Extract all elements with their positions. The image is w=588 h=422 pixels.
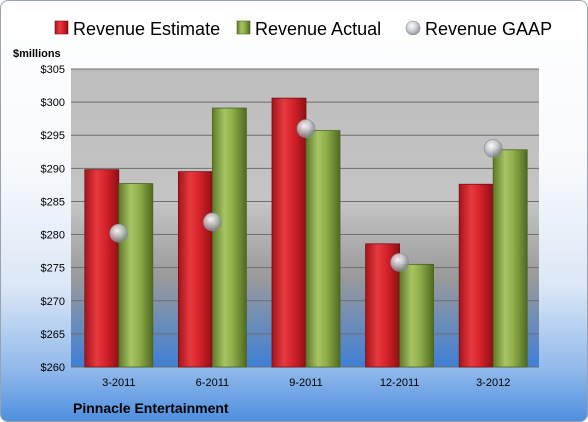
y-tick-label: $285 [41, 196, 65, 208]
marker-revenue-gaap [109, 223, 129, 243]
company-name: Pinnacle Entertainment [73, 400, 229, 416]
legend-label: Revenue Estimate [73, 19, 220, 39]
x-tick-label: 12-2011 [380, 377, 420, 389]
bar-revenue-actual [492, 149, 528, 368]
y-tick-label: $260 [41, 362, 65, 374]
y-tick-label: $275 [41, 263, 65, 275]
x-axis-ticks: 3-2011 6-2011 9-2011 12-2011 3-2012 [102, 377, 510, 389]
marker-revenue-gaap [390, 253, 409, 272]
bar-revenue-actual [305, 130, 341, 368]
legend-label: Revenue GAAP [425, 19, 552, 39]
x-tick-label: 9-2011 [289, 377, 322, 389]
bar-revenue-actual [118, 183, 154, 368]
y-tick-label: $270 [41, 296, 65, 308]
y-tick-label: $265 [41, 329, 65, 341]
y-tick-label: $290 [41, 163, 65, 175]
bar-revenue-actual [399, 263, 435, 368]
legend-swatch [405, 20, 421, 36]
legend-label: Revenue Actual [255, 19, 381, 39]
bar-revenue-estimate [271, 97, 307, 368]
y-tick-label: $305 [41, 64, 65, 76]
gaap-markers [109, 119, 503, 272]
legend-swatch [54, 20, 69, 35]
bar-revenue-estimate [177, 171, 213, 368]
bar-revenue-estimate [458, 183, 494, 368]
bar-revenue-estimate [84, 169, 120, 368]
x-tick-label: 3-2012 [476, 377, 510, 389]
legend: Revenue Estimate Revenue Actual Revenue GA… [54, 19, 552, 39]
legend-swatch [236, 20, 251, 35]
bar-revenue-actual [211, 107, 247, 368]
x-tick-label: 3-2011 [102, 377, 135, 389]
y-tick-label: $295 [41, 130, 65, 142]
bars [84, 97, 528, 368]
marker-revenue-gaap [203, 212, 222, 232]
y-axis-ticks: $260 $265 $270 $275 $280 $285 $290 $295 $300 $305 [41, 64, 65, 374]
marker-revenue-gaap [483, 139, 503, 158]
y-unit-label: $millions [13, 48, 61, 60]
y-tick-label: $300 [41, 97, 65, 109]
x-tick-label: 6-2011 [196, 377, 229, 389]
marker-revenue-gaap [296, 119, 316, 138]
y-tick-label: $280 [41, 230, 65, 242]
